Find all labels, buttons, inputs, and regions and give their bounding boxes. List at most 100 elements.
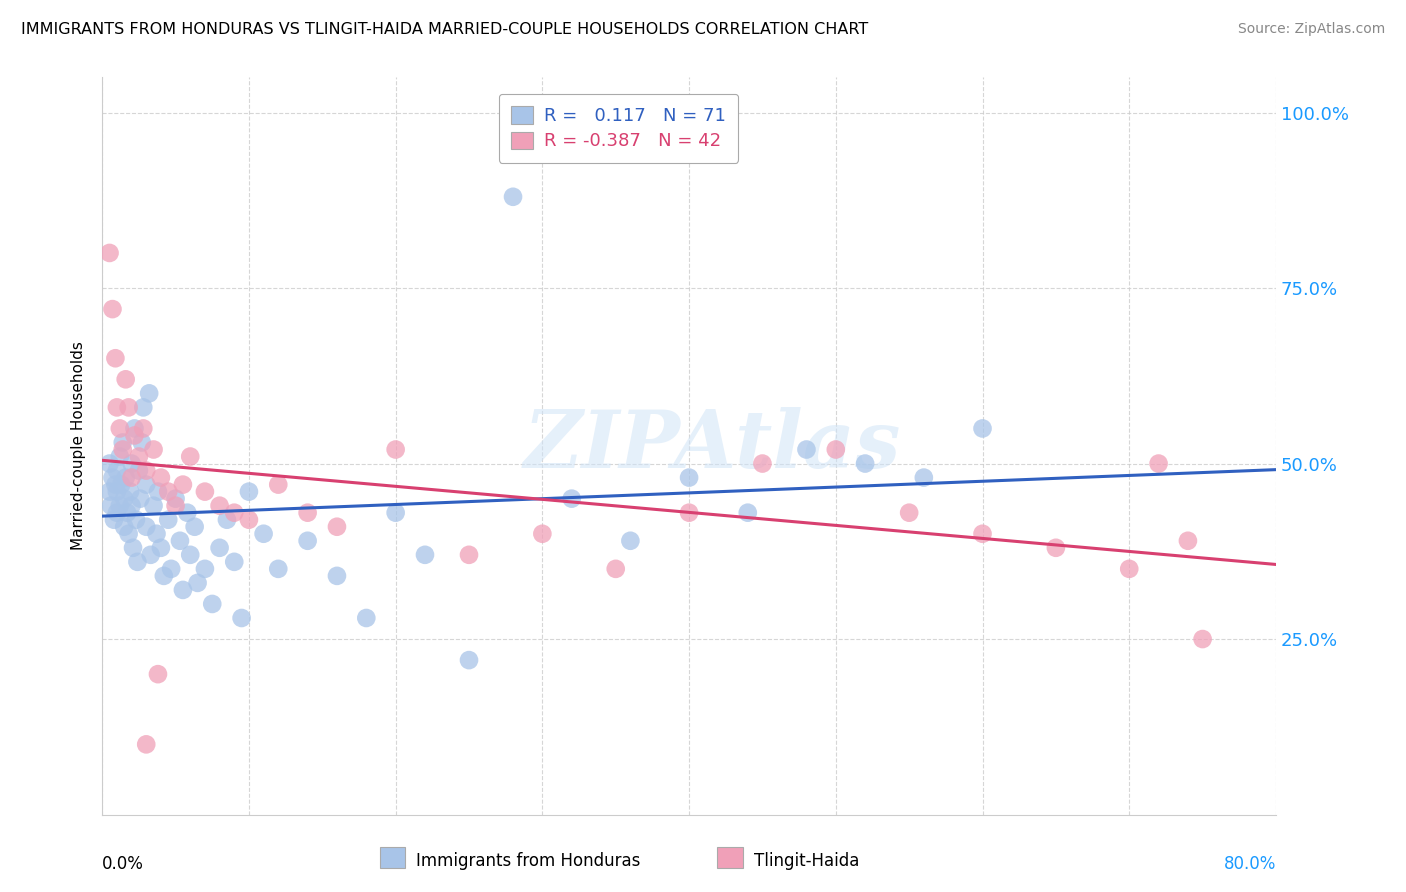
Point	[1118, 562, 1140, 576]
Point	[138, 386, 160, 401]
Point	[145, 526, 167, 541]
Point	[114, 372, 136, 386]
Point	[142, 442, 165, 457]
Point	[115, 506, 138, 520]
Point	[678, 470, 700, 484]
Point	[413, 548, 436, 562]
Point	[142, 499, 165, 513]
Point	[326, 520, 349, 534]
Point	[183, 520, 205, 534]
Point	[98, 484, 121, 499]
Point	[146, 484, 169, 499]
Point	[619, 533, 641, 548]
Point	[120, 484, 142, 499]
Point	[131, 435, 153, 450]
Text: 0.0%: 0.0%	[103, 855, 143, 872]
Point	[128, 464, 150, 478]
Point	[157, 484, 180, 499]
Point	[1045, 541, 1067, 555]
Point	[98, 246, 121, 260]
Point	[124, 428, 146, 442]
Point	[139, 548, 162, 562]
Point	[127, 555, 149, 569]
Point	[121, 457, 143, 471]
Point	[1177, 533, 1199, 548]
Point	[104, 351, 127, 366]
Point	[1147, 457, 1170, 471]
Point	[132, 421, 155, 435]
Point	[111, 442, 134, 457]
Point	[531, 526, 554, 541]
Point	[502, 190, 524, 204]
Point	[972, 421, 994, 435]
Point	[165, 499, 187, 513]
Point	[153, 569, 176, 583]
Point	[297, 506, 319, 520]
Point	[169, 533, 191, 548]
Point	[105, 506, 128, 520]
Point	[121, 499, 143, 513]
Text: ZIPAtlas: ZIPAtlas	[524, 408, 901, 484]
Point	[105, 401, 128, 415]
Point	[187, 575, 209, 590]
Point	[912, 470, 935, 484]
Point	[238, 484, 260, 499]
Point	[135, 737, 157, 751]
Point	[101, 302, 124, 317]
Point	[898, 506, 921, 520]
Point	[252, 526, 274, 541]
Point	[125, 513, 148, 527]
Text: Tlingit-Haida: Tlingit-Haida	[754, 852, 859, 870]
Point	[356, 611, 378, 625]
Point	[105, 464, 128, 478]
Point	[165, 491, 187, 506]
Point	[267, 562, 290, 576]
Point	[326, 569, 349, 583]
Point	[98, 457, 121, 471]
Point	[194, 484, 217, 499]
Point	[121, 470, 143, 484]
Point	[737, 506, 759, 520]
Point	[135, 520, 157, 534]
Point	[458, 653, 481, 667]
Point	[135, 477, 157, 491]
Point	[135, 464, 157, 478]
Point	[458, 548, 481, 562]
Point	[1191, 632, 1213, 646]
Point	[149, 470, 172, 484]
Point	[208, 541, 231, 555]
Point	[108, 450, 131, 464]
Point	[176, 506, 198, 520]
Point	[751, 457, 773, 471]
Point	[215, 513, 238, 527]
Point	[160, 562, 183, 576]
Point	[117, 401, 139, 415]
Point	[194, 562, 217, 576]
Point	[100, 499, 122, 513]
Point	[224, 506, 246, 520]
Point	[172, 477, 194, 491]
Point	[111, 435, 134, 450]
Point	[103, 513, 125, 527]
Point	[105, 484, 128, 499]
Point	[146, 667, 169, 681]
Point	[110, 477, 132, 491]
Point	[267, 477, 290, 491]
Point	[201, 597, 224, 611]
Point	[561, 491, 583, 506]
Y-axis label: Married-couple Households: Married-couple Households	[72, 342, 86, 550]
Point	[208, 499, 231, 513]
Point	[172, 582, 194, 597]
Point	[824, 442, 846, 457]
Point	[112, 520, 135, 534]
Point	[149, 541, 172, 555]
Point	[853, 457, 876, 471]
Point	[108, 421, 131, 435]
Point	[678, 506, 700, 520]
Point	[114, 470, 136, 484]
Point	[224, 555, 246, 569]
Text: Source: ZipAtlas.com: Source: ZipAtlas.com	[1237, 22, 1385, 37]
Point	[122, 541, 145, 555]
Point	[112, 491, 135, 506]
Point	[101, 470, 124, 484]
